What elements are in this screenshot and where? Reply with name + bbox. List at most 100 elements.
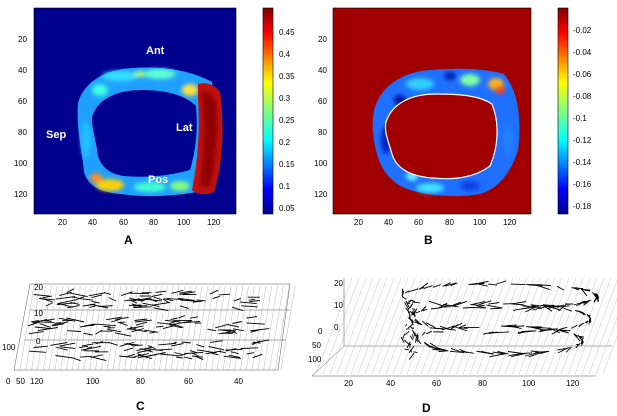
panel-c-arrow: [246, 322, 265, 325]
panel-d-arrow: [571, 324, 578, 329]
panel-c-arrow: [97, 323, 117, 327]
panel-b-ytick: 60: [318, 97, 327, 106]
panel-d-arrow: [412, 301, 420, 304]
panel-c-arrow: [134, 319, 152, 323]
panel-c-arrow: [90, 354, 103, 358]
panel-c-arrow: [108, 297, 117, 302]
panel-b-cb-tick: -0.12: [573, 136, 592, 145]
panel-a-ring-detail: [81, 69, 198, 192]
panel-d-xticks: 20 40 60 80 100 120: [344, 379, 580, 388]
panel-c-arrow: [157, 322, 175, 326]
panel-d-arrow: [521, 330, 537, 332]
panel-b-cavity: [384, 93, 498, 180]
panel-c-arrow: [106, 316, 122, 321]
panel-d-grid-line: [378, 277, 416, 375]
panel-d-arrow: [416, 339, 419, 343]
panel-a-colorbar-ticks: 0.45 0.4 0.35 0.3 0.25 0.2 0.15 0.1 0.05: [279, 28, 295, 213]
panel-d-arrow: [404, 302, 409, 310]
panel-c-arrow: [53, 322, 62, 324]
panel-c-arrow: [240, 347, 259, 349]
panel-c-arrow: [246, 316, 257, 319]
label-ant: Ant: [146, 45, 165, 57]
panel-d-xtick: 120: [566, 379, 580, 388]
panel-d-grid-line: [406, 277, 444, 375]
panel-d-arrow: [425, 322, 436, 329]
panel-c-arrow: [175, 356, 184, 359]
panel-d-ztick: 10: [334, 301, 343, 310]
panel-c-arrow: [164, 319, 181, 323]
panel-d-arrow: [407, 289, 414, 293]
panel-d-arrow: [573, 287, 580, 291]
panel-c-arrow: [82, 303, 96, 307]
panel-c-vector-field: [27, 288, 270, 362]
panel-c-arrow: [166, 297, 184, 301]
panel-c-grid-line: [19, 285, 35, 371]
panel-c-arrow: [135, 321, 148, 326]
panel-a-ytick: 80: [18, 128, 27, 137]
panel-c-arrow: [231, 306, 244, 312]
panel-d-arrow: [444, 282, 457, 287]
panel-b-ytick: 100: [314, 159, 328, 168]
panel-d-grid-line: [336, 277, 374, 375]
panel-c-arrow: [126, 353, 136, 358]
panel-c-arrow: [142, 302, 160, 308]
panel-c-grid-line: [95, 285, 110, 371]
panel-c-arrow: [145, 348, 163, 352]
panel-d-arrow: [555, 304, 565, 308]
panel-c-grid-line: [199, 285, 214, 371]
panel-c-xtick: 100: [86, 377, 100, 386]
panel-d-grid-line: [595, 317, 617, 375]
panel-c-arrow: [59, 291, 72, 297]
panel-d-arrow: [511, 352, 527, 358]
panel-c-zticks: 20 10 0: [34, 283, 43, 346]
panel-d-yticks: 0 50 100: [308, 327, 323, 364]
panel-c-arrow: [151, 302, 170, 306]
panel-c-arrow: [46, 318, 55, 321]
panel-d-arrow: [408, 317, 413, 321]
panel-d-arrow: [405, 300, 410, 308]
panel-d-grid-line: [399, 277, 437, 375]
panel-a-cb-tick: 0.35: [279, 72, 295, 81]
panel-d-arrow: [409, 310, 416, 317]
label-pos: Pos: [148, 174, 168, 186]
panel-c-ytick: 0: [6, 377, 11, 386]
panel-d-xtick: 20: [344, 379, 353, 388]
panel-c-arrow: [73, 296, 85, 301]
panel-c-arrow: [133, 344, 143, 347]
panel-d-arrow: [415, 310, 421, 314]
panel-d-ytick: 50: [312, 341, 321, 350]
panel-d-arrow: [530, 304, 542, 310]
panel-d-grid-line: [602, 336, 617, 375]
panel-c-arrow: [151, 293, 163, 297]
panel-d-arrow: [411, 308, 416, 310]
panel-c-arrow: [178, 315, 185, 319]
panel-d-arrow: [423, 285, 433, 290]
panel-d-arrow: [414, 318, 422, 326]
panel-d-arrow: [430, 345, 439, 350]
panel-d-arrow: [551, 327, 564, 335]
panel-c-arrow: [110, 318, 121, 323]
panel-d-arrow: [547, 305, 560, 309]
panel-c-arrow: [196, 344, 205, 348]
panel-c-arrow: [180, 299, 200, 302]
panel-d-arrow: [423, 342, 431, 348]
panel-d-arrow: [421, 331, 426, 336]
panel-d-grid-line: [448, 277, 486, 375]
panel-d-xtick: 80: [478, 379, 487, 388]
panel-c-arrow: [155, 325, 164, 328]
panel-d: 20 10 0 0 50 100 20 40 60 80 100 120 D: [308, 277, 617, 415]
panel-d-grid-line: [462, 277, 500, 375]
panel-d-arrow: [455, 326, 468, 332]
panel-d-arrow: [450, 282, 458, 287]
panel-d-grid-line: [385, 277, 423, 375]
panel-c-arrow: [136, 346, 152, 352]
panel-d-arrow: [408, 346, 415, 353]
panel-d-arrow: [581, 289, 588, 297]
panel-d-arrow: [508, 353, 522, 357]
panel-d-arrow: [413, 331, 418, 337]
panel-d-grid-line: [315, 277, 353, 375]
panel-d-ztick: 20: [334, 279, 343, 288]
panel-c-arrow: [208, 346, 225, 351]
panel-a-cb-tick: 0.25: [279, 116, 295, 125]
panel-d-grid-line: [539, 277, 577, 375]
